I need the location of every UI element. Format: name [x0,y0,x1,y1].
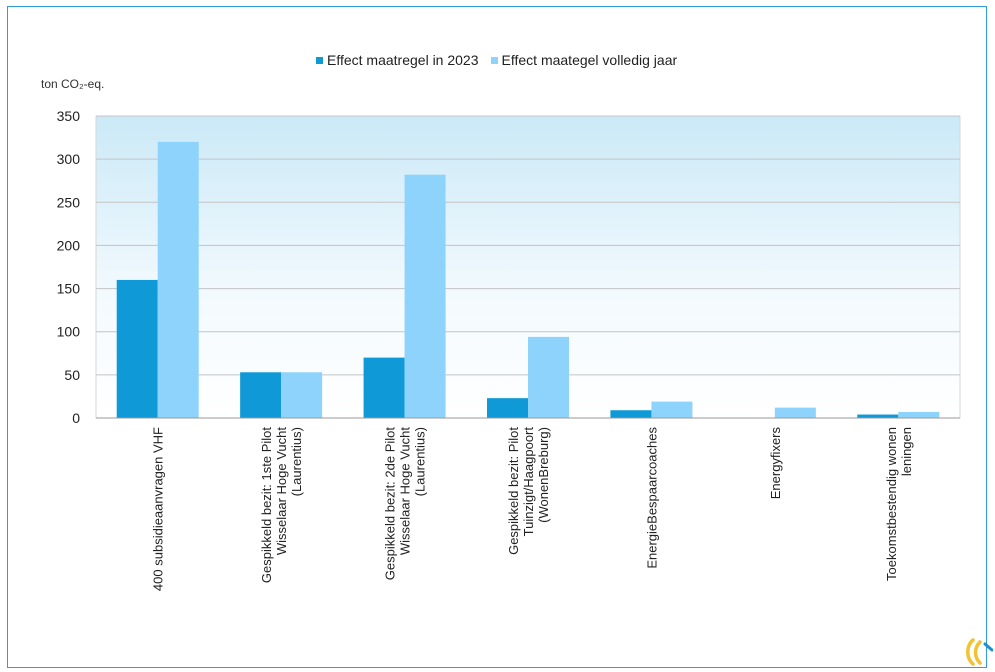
bar-series-1-category-2 [240,372,282,418]
x-tick-label-line: Wisselaar Hoge Vucht [274,427,289,556]
x-tick-label-line: Gespikkeld bezit: 1ste Pilot [259,427,274,583]
bar-series-1-category-5 [610,410,652,418]
bar-series-2-category-7 [898,411,940,418]
legend-item-series-2: Effect maategel volledig jaar [490,52,678,68]
bar-series-1-category-3 [363,357,405,418]
bar-series-2-category-2 [281,372,323,418]
y-axis-unit-label: ton CO₂-eq. [41,77,105,91]
y-tick-label: 250 [57,194,81,210]
x-tick-label: Gespikkeld bezit: 2de Pilot Wisselaar Hog… [383,427,428,581]
y-tick-label: 0 [72,410,80,426]
bar-series-2-category-3 [404,174,446,418]
x-tick-label: Toekomstbestendig wonen leningen [884,427,914,581]
legend-swatch-series-1 [316,56,323,64]
y-tick-label: 50 [64,367,80,383]
gridlines [96,115,960,376]
bar-series-2-category-5 [651,401,693,418]
y-tick-label: 300 [57,151,81,167]
x-tick-label-line: (WonenBreburg) [536,427,551,523]
x-tick-label: Gespikkeld bezit: 1ste Pilot Wisselaar Ho… [259,427,304,583]
x-tick-label-line: leningen [899,427,914,476]
x-tick-label-line: (Laurentius) [413,427,428,496]
legend-swatch-series-2 [490,56,498,64]
x-tick-label: EnergieBespaarcoaches [644,427,659,569]
x-tick-label-line: (Laurentius) [289,427,304,496]
bars [116,141,940,418]
bar-series-2-category-1 [157,141,199,418]
legend-label-series-1: Effect maatregel in 2023 [327,52,479,68]
y-tick-label: 100 [57,324,81,340]
x-tick-label-line: Energyfixers [768,427,783,500]
x-tick-label-line: Wisselaar Hoge Vucht [398,427,413,556]
x-tick-label-line: Toekomstbestendig wonen [884,427,899,581]
x-tick-label: Gespikkeld bezit: Pilot Tuinzigt/Haagpoor… [506,427,551,555]
brand-logo-icon [966,638,993,666]
bar-series-1-category-1 [116,279,158,418]
x-tick-label-line: 400 subsidieaanvragen VHF [151,427,166,591]
x-tick-label: Energyfixers [768,427,783,500]
legend: Effect maatregel in 2023 Effect maategel… [316,52,677,68]
y-tick-label: 200 [57,237,81,253]
bar-series-1-category-4 [487,398,528,418]
legend-label-series-2: Effect maategel volledig jaar [501,52,678,68]
x-tick-label-line: EnergieBespaarcoaches [644,427,659,569]
x-tick-label-line: Tuinzigt/Haagpoort [521,427,536,537]
x-tick-label-line: Gespikkeld bezit: 2de Pilot [383,427,398,581]
y-tick-label: 150 [57,281,81,297]
bar-series-1-category-7 [857,414,899,418]
x-axis-labels: 400 subsidieaanvragen VHF Gespikkeld bezi… [151,427,914,592]
y-axis-ticks: 0 50 100 150 200 250 300 350 [57,108,81,426]
x-tick-label-line: Gespikkeld bezit: Pilot [506,427,521,555]
bar-series-2-category-6 [774,407,816,418]
legend-item-series-1: Effect maatregel in 2023 [316,52,479,68]
bar-series-2-category-4 [528,336,569,418]
x-tick-label: 400 subsidieaanvragen VHF [151,427,166,591]
y-tick-label: 350 [57,108,81,124]
